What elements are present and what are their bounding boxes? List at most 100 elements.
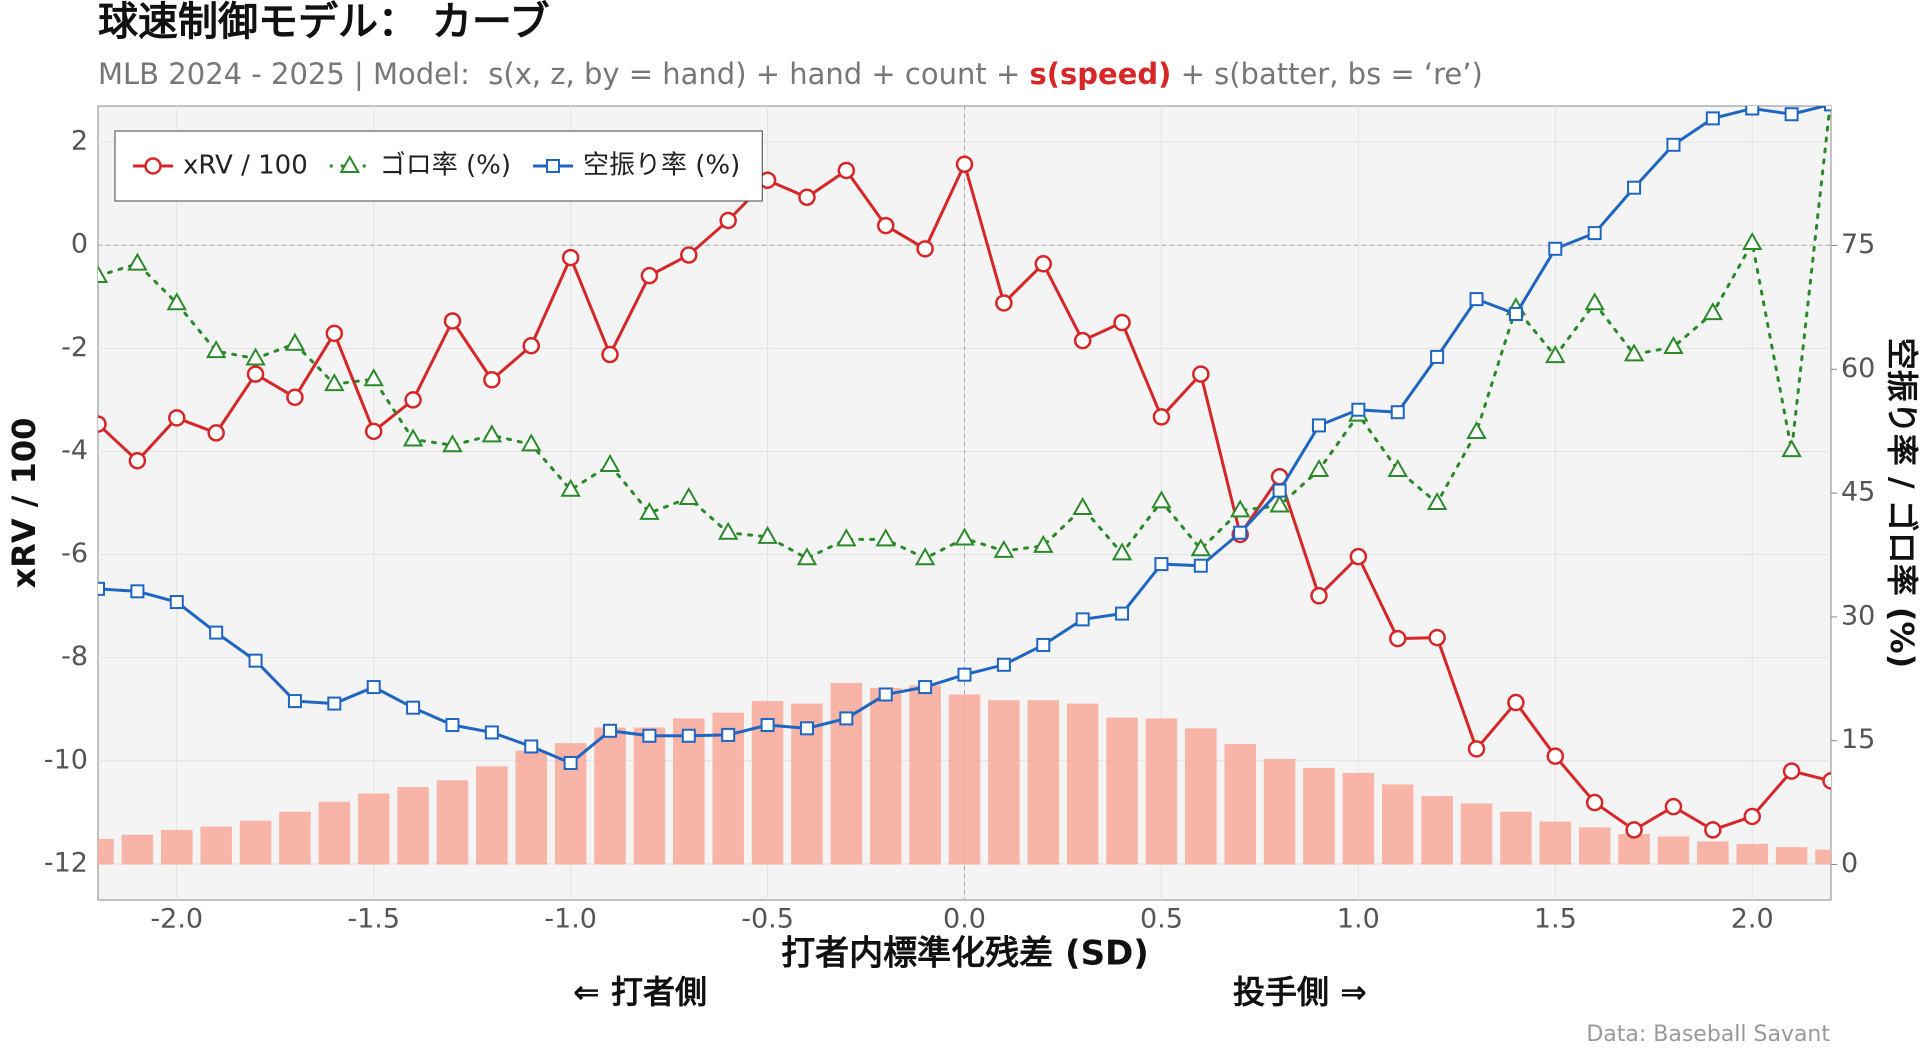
marker xyxy=(799,721,814,736)
legend-label: 空振り率 (%) xyxy=(583,151,740,181)
marker xyxy=(364,422,383,441)
marker xyxy=(1190,538,1212,557)
marker xyxy=(287,694,302,709)
marker xyxy=(1428,628,1446,647)
marker xyxy=(98,264,109,284)
x-tick-label: 0.0 xyxy=(943,904,986,935)
bar xyxy=(673,718,705,865)
marker xyxy=(1546,747,1565,765)
subtitle-part: + s(batter, bs = ‘re’) xyxy=(1171,57,1482,91)
marker xyxy=(284,332,306,351)
marker xyxy=(484,725,499,740)
x-axis-label: 打者内標準化残差 (SD) xyxy=(781,934,1149,974)
marker xyxy=(1702,302,1724,321)
legend: xRV / 100 ゴロ率 (%) 空振り率 (%) xyxy=(114,130,763,202)
x-tick-label: 1.0 xyxy=(1337,904,1380,935)
bar xyxy=(476,766,508,865)
marker xyxy=(286,388,304,407)
legend-marker xyxy=(144,157,162,175)
marker xyxy=(406,700,421,715)
x-tick-label: 2.0 xyxy=(1731,904,1774,935)
bar xyxy=(1381,784,1414,865)
marker xyxy=(717,521,739,540)
marker xyxy=(1663,335,1684,355)
bar xyxy=(948,694,981,865)
bar xyxy=(1460,803,1493,865)
marker xyxy=(1548,241,1563,256)
marker xyxy=(205,340,227,359)
marker xyxy=(1466,420,1487,440)
y2-tick-label: 60 xyxy=(1841,353,1875,384)
bar xyxy=(1027,700,1060,865)
marker xyxy=(1229,499,1251,518)
bar xyxy=(1578,827,1611,865)
marker xyxy=(603,723,618,738)
bar xyxy=(1106,717,1138,865)
marker xyxy=(245,347,266,366)
marker xyxy=(995,294,1013,312)
marker xyxy=(1151,490,1172,509)
marker xyxy=(169,595,184,610)
plot-layer xyxy=(98,106,1831,865)
marker xyxy=(1625,821,1643,839)
marker xyxy=(248,653,263,668)
marker xyxy=(1387,458,1408,477)
marker xyxy=(1824,106,1831,112)
marker xyxy=(246,365,265,383)
y-tick-label: 0 xyxy=(71,229,88,260)
x-tick-label: 0.5 xyxy=(1140,904,1183,935)
bar xyxy=(594,727,626,865)
bar xyxy=(988,700,1020,865)
marker xyxy=(1745,106,1760,116)
marker xyxy=(207,424,225,442)
subtitle-part: s(speed) xyxy=(1029,57,1171,91)
legend-box xyxy=(114,130,763,202)
y2-tick-label: 75 xyxy=(1841,229,1875,260)
annotation: ⇐ 打者側 xyxy=(573,973,707,1011)
marker xyxy=(1508,306,1523,321)
bar xyxy=(1539,821,1572,865)
bar xyxy=(1775,847,1808,865)
y2-tick-label: 45 xyxy=(1841,477,1875,508)
bar xyxy=(869,687,902,865)
marker xyxy=(445,718,460,733)
marker xyxy=(760,718,775,733)
marker xyxy=(876,216,895,235)
marker xyxy=(1664,797,1683,816)
bar xyxy=(1303,767,1335,865)
marker xyxy=(1072,496,1093,515)
bar xyxy=(633,727,666,865)
bar xyxy=(1145,718,1178,865)
bar xyxy=(515,750,548,865)
marker xyxy=(914,547,936,566)
bar xyxy=(1657,836,1690,865)
marker xyxy=(1666,137,1681,152)
marker xyxy=(1782,762,1801,780)
marker xyxy=(130,584,145,599)
y2-tick-label: 15 xyxy=(1841,724,1875,755)
bar xyxy=(1736,843,1768,865)
bar xyxy=(1618,833,1650,865)
y2-tick-label: 0 xyxy=(1841,848,1858,879)
marker xyxy=(563,755,578,770)
y-tick-label: -8 xyxy=(61,641,88,672)
marker xyxy=(1467,740,1486,758)
y-tick-label: -12 xyxy=(44,847,88,878)
marker xyxy=(166,292,187,311)
marker xyxy=(1310,587,1328,605)
marker xyxy=(757,525,778,544)
bar xyxy=(1815,849,1831,865)
marker xyxy=(1390,405,1405,420)
x-tick-label: 1.5 xyxy=(1534,904,1577,935)
marker xyxy=(128,451,147,470)
legend-label: xRV / 100 xyxy=(183,151,308,181)
marker xyxy=(1623,343,1645,362)
bar xyxy=(397,786,429,865)
marker xyxy=(1430,349,1445,364)
source: Data: Baseball Savant xyxy=(1586,1022,1830,1047)
bar xyxy=(1500,811,1532,865)
marker xyxy=(1742,231,1763,251)
marker xyxy=(601,345,619,364)
marker xyxy=(366,680,381,695)
marker xyxy=(916,240,934,258)
